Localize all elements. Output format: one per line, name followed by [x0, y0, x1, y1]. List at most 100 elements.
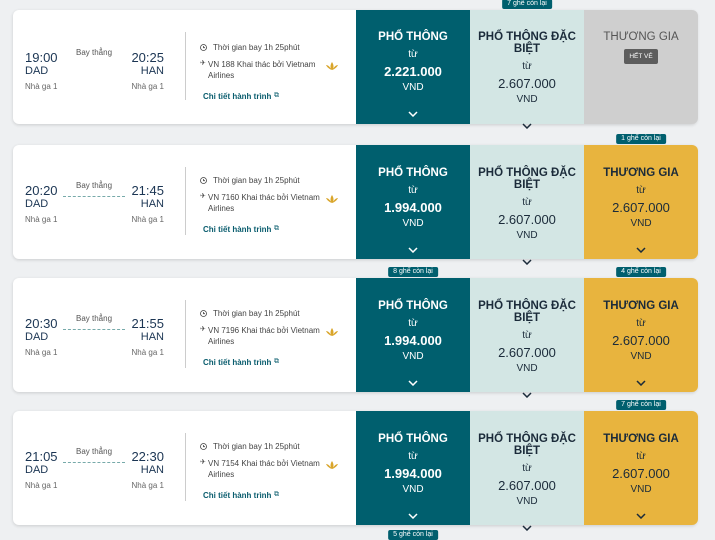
flight-duration: Thời gian bay 1h 25phút — [213, 43, 300, 52]
fare-currency: VND — [630, 484, 652, 495]
fare-from: từ — [522, 463, 532, 474]
arrival-airport: HAN — [140, 464, 164, 476]
fare-price: 2.607.000 — [612, 333, 670, 348]
fare-from: từ — [522, 330, 532, 341]
plane-icon: ✈ — [200, 326, 206, 333]
external-icon: ⧉ — [274, 225, 279, 232]
details-link[interactable]: Chi tiết hành trình — [203, 225, 272, 234]
arrival-terminal: Nhà ga 1 — [131, 215, 164, 224]
fare-class: PHỔ THÔNG — [378, 300, 448, 312]
details-link[interactable]: Chi tiết hành trình — [203, 491, 272, 500]
flight-info: VN 7160 Khai thác bởi Vietnam Airlines — [208, 193, 320, 213]
expand-chevron[interactable] — [636, 370, 646, 387]
route-line — [63, 329, 125, 330]
expand-chevron[interactable] — [408, 503, 418, 520]
fare-class: PHỔ THÔNG ĐẶC BIỆT — [478, 300, 576, 324]
departure-airport: DAD — [25, 198, 49, 210]
flight-card: 21:05 DAD Nhà ga 1 Bay thẳng 22:30 HAN Nhà ga … — [13, 411, 698, 532]
fare-price: 1.994.000 — [384, 333, 442, 348]
airline-logo — [325, 191, 339, 209]
fare-option[interactable]: PHỔ THÔNG ĐẶC BIỆT từ 2.607.000 VND — [470, 10, 584, 130]
arrival-time: 21:55 — [131, 316, 164, 331]
fare-price: 2.607.000 — [498, 76, 556, 91]
airline-logo — [325, 457, 339, 475]
departure-time: 21:05 — [25, 449, 58, 464]
fare-price: 2.607.000 — [498, 478, 556, 493]
fare-currency: VND — [402, 218, 424, 229]
fare-option: THƯƠNG GIA HẾT VÉ — [584, 10, 698, 124]
flight-card: 20:20 DAD Nhà ga 1 Bay thẳng 21:45 HAN Nhà ga … — [13, 145, 698, 266]
fare-currency: VND — [516, 230, 538, 241]
expand-chevron[interactable] — [636, 503, 646, 520]
flight-info: VN 7196 Khai thác bởi Vietnam Airlines — [208, 326, 320, 346]
departure-terminal: Nhà ga 1 — [25, 481, 58, 490]
arrival-time: 21:45 — [131, 183, 164, 198]
divider — [185, 32, 186, 100]
fare-from: từ — [636, 318, 646, 329]
departure-time: 20:20 — [25, 183, 58, 198]
departure-time: 19:00 — [25, 50, 58, 65]
expand-chevron[interactable] — [408, 237, 418, 254]
stops: Bay thẳng — [76, 181, 113, 190]
flight-info: VN 188 Khai thác bởi Vietnam Airlines — [208, 60, 316, 80]
fare-class: PHỔ THÔNG ĐẶC BIỆT — [478, 167, 576, 191]
departure-terminal: Nhà ga 1 — [25, 82, 58, 91]
details-link[interactable]: Chi tiết hành trình — [203, 92, 272, 101]
fare-class: THƯƠNG GIA — [603, 433, 679, 445]
expand-chevron[interactable] — [408, 370, 418, 387]
fare-option[interactable]: PHỔ THÔNG ĐẶC BIỆT từ 2.607.000 VND — [470, 278, 584, 399]
departure-airport: DAD — [25, 464, 49, 476]
flight-card: 19:00 DAD Nhà ga 1 Bay thẳng 20:25 HAN Nhà ga … — [13, 10, 698, 130]
fare-from: từ — [636, 185, 646, 196]
departure-terminal: Nhà ga 1 — [25, 215, 58, 224]
stops: Bay thẳng — [76, 314, 113, 323]
fare-price: 2.607.000 — [498, 212, 556, 227]
arrival-airport: HAN — [140, 331, 164, 343]
fare-option[interactable]: PHỔ THÔNG từ 1.994.000 VND — [356, 278, 470, 392]
arrival-time: 22:30 — [131, 449, 164, 464]
route-line — [63, 462, 125, 463]
airline-logo — [325, 58, 339, 76]
fare-option[interactable]: THƯƠNG GIA từ 2.607.000 VND — [584, 411, 698, 525]
expand-chevron[interactable] — [522, 113, 532, 130]
external-icon: ⧉ — [274, 358, 279, 365]
seats-left-badge: 5 ghế còn lại — [388, 530, 438, 540]
fare-option[interactable]: THƯƠNG GIA từ 2.607.000 VND — [584, 278, 698, 392]
departure-terminal: Nhà ga 1 — [25, 348, 58, 357]
fare-option[interactable]: PHỔ THÔNG ĐẶC BIỆT từ 2.607.000 VND — [470, 411, 584, 532]
route-line — [63, 196, 125, 197]
fare-from: từ — [408, 318, 418, 329]
arrival-terminal: Nhà ga 1 — [131, 348, 164, 357]
clock-icon — [200, 309, 207, 319]
fare-currency: VND — [516, 363, 538, 374]
departure-airport: DAD — [25, 65, 49, 77]
expand-chevron[interactable] — [522, 382, 532, 399]
seats-left-badge: 1 ghế còn lại — [616, 134, 666, 144]
flight-duration: Thời gian bay 1h 25phút — [213, 176, 300, 185]
details-link[interactable]: Chi tiết hành trình — [203, 358, 272, 367]
expand-chevron[interactable] — [522, 249, 532, 266]
flight-info: VN 7154 Khai thác bởi Vietnam Airlines — [208, 459, 320, 479]
fare-currency: VND — [402, 351, 424, 362]
expand-chevron[interactable] — [636, 237, 646, 254]
fare-from: từ — [408, 185, 418, 196]
fare-from: từ — [522, 197, 532, 208]
fare-currency: VND — [402, 484, 424, 495]
expand-chevron[interactable] — [408, 101, 418, 118]
fare-from: từ — [408, 49, 418, 60]
fare-class: PHỔ THÔNG ĐẶC BIỆT — [478, 31, 576, 55]
expand-chevron[interactable] — [522, 515, 532, 532]
fare-class: THƯƠNG GIA — [603, 300, 679, 312]
fare-currency: VND — [402, 82, 424, 93]
arrival-terminal: Nhà ga 1 — [131, 481, 164, 490]
fare-option[interactable]: PHỔ THÔNG từ 1.994.000 VND — [356, 411, 470, 525]
fare-option[interactable]: PHỔ THÔNG ĐẶC BIỆT từ 2.607.000 VND — [470, 145, 584, 266]
fare-option[interactable]: PHỔ THÔNG từ 1.994.000 VND — [356, 145, 470, 259]
fare-option[interactable]: THƯƠNG GIA từ 2.607.000 VND — [584, 145, 698, 259]
fare-class: PHỔ THÔNG — [378, 433, 448, 445]
fare-from: từ — [408, 451, 418, 462]
plane-icon: ✈ — [200, 459, 206, 466]
fare-option[interactable]: PHỔ THÔNG từ 2.221.000 VND — [356, 10, 470, 124]
seats-left-badge: 7 ghế còn lại — [502, 0, 552, 9]
fare-currency: VND — [516, 496, 538, 507]
